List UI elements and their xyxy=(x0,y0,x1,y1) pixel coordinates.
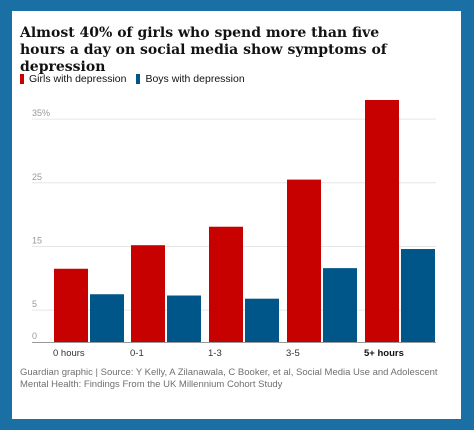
legend: Girls with depression Boys with depressi… xyxy=(20,73,255,85)
bar-girls-1 xyxy=(131,245,165,342)
x-category-label-1: 0-1 xyxy=(130,348,144,359)
x-category-label-3: 3-5 xyxy=(286,348,300,359)
bar-girls-2 xyxy=(209,226,243,342)
legend-label-boys: Boys with depression xyxy=(145,73,245,85)
bar-boys-0 xyxy=(90,294,124,342)
legend-swatch-girls xyxy=(20,74,24,84)
bar-boys-2 xyxy=(245,298,279,342)
x-category-label-0: 0 hours xyxy=(53,348,85,359)
y-tick-label-0: 0 xyxy=(32,331,37,341)
bar-girls-3 xyxy=(287,179,321,342)
y-tick-label-15: 15 xyxy=(32,235,42,245)
y-tick-label-35: 35% xyxy=(32,108,50,118)
x-category-label-2: 1-3 xyxy=(208,348,222,359)
y-tick-label-25: 25 xyxy=(32,172,42,182)
bar-boys-1 xyxy=(167,295,201,342)
legend-swatch-boys xyxy=(136,74,141,84)
legend-label-girls: Girls with depression xyxy=(29,73,127,85)
source-note: Guardian graphic | Source: Y Kelly, A Zi… xyxy=(20,367,438,390)
bar-boys-3 xyxy=(323,268,357,342)
bar-girls-0 xyxy=(54,268,88,342)
legend-item-girls: Girls with depression xyxy=(20,73,126,85)
y-tick-label-5: 5 xyxy=(32,299,37,309)
bar-boys-4 xyxy=(401,249,435,342)
legend-item-boys: Boys with depression xyxy=(136,73,245,85)
bar-girls-4 xyxy=(365,100,399,342)
chart-title: Almost 40% of girls who spend more than … xyxy=(20,25,387,75)
x-category-label-4: 5+ hours xyxy=(364,348,404,359)
